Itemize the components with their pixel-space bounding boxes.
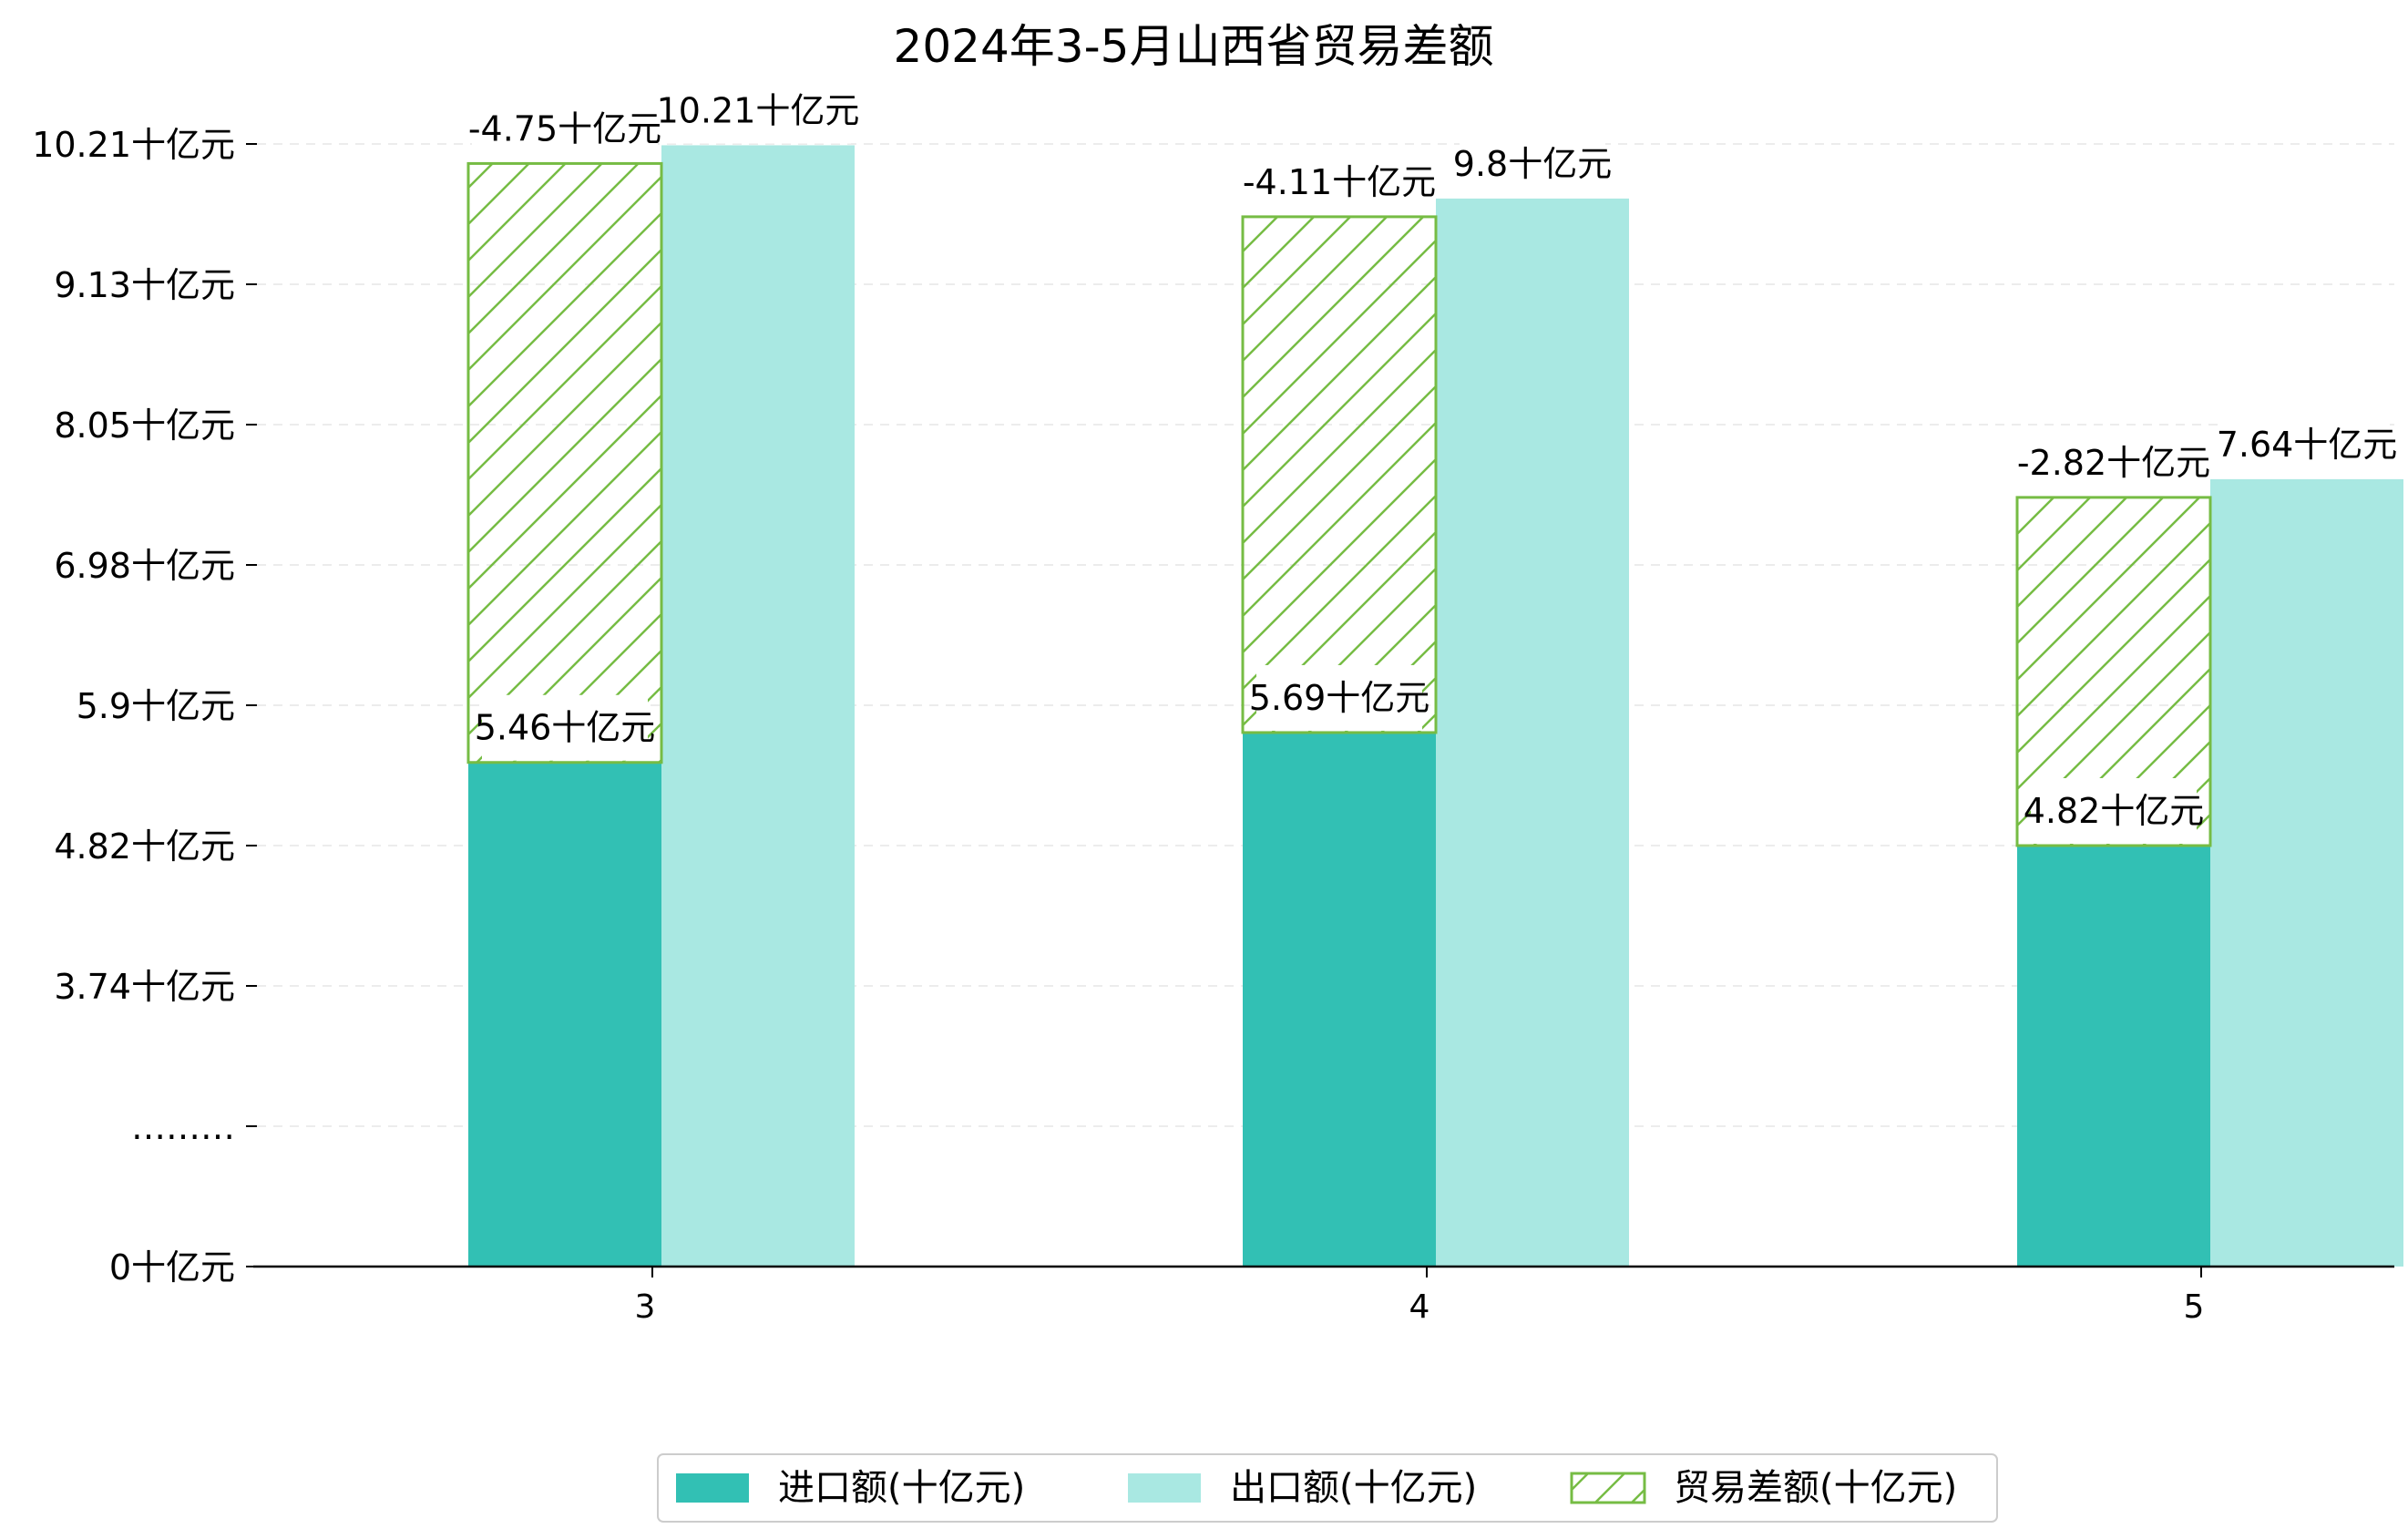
legend-label: 进口额(十亿元) — [778, 1467, 1025, 1509]
data-label-export-box — [2224, 411, 2390, 477]
legend-swatch — [1128, 1473, 1201, 1503]
data-label-import-box — [1256, 664, 1422, 731]
legend-item-trade-balance[interactable]: 贸易差额(十亿元) — [1570, 1467, 1957, 1509]
bars — [466, 145, 2403, 1267]
legend-swatch — [676, 1473, 749, 1503]
legend-label: 贸易差额(十亿元) — [1674, 1467, 1957, 1509]
data-label-export: 9.8十亿元 — [1453, 144, 1612, 184]
data-label-trade-balance: -4.11十亿元 — [1243, 162, 1436, 202]
data-label-export: 10.21十亿元 — [657, 90, 860, 130]
bar-export — [2210, 478, 2403, 1267]
data-label-export-box — [1460, 130, 1605, 197]
data-label-import-box — [2031, 778, 2197, 844]
legend-swatch — [1570, 1472, 1646, 1504]
data-label-import: 4.82十亿元 — [2024, 791, 2205, 831]
data-label-export-box — [665, 77, 851, 144]
data-label-trade-balance-box — [1246, 149, 1432, 215]
bar-import — [468, 762, 661, 1267]
data-labels: 10.21十亿元-4.75十亿元 5.46十亿元 9.8十亿元 -4.11十亿元 5.6… — [468, 77, 2397, 844]
bar-trade-balance — [1241, 215, 1438, 734]
data-label-trade-balance: -2.82十亿元 — [2017, 443, 2210, 483]
y-tick-label: 3.74十亿元 — [54, 967, 235, 1007]
x-tick-label: 3 — [635, 1288, 656, 1326]
chart-title: 2024年3-5月山西省贸易差额 — [894, 20, 1494, 73]
data-label-trade-balance: -4.75十亿元 — [468, 108, 661, 149]
data-label-trade-balance-box — [472, 96, 658, 162]
data-label-import: 5.46十亿元 — [475, 708, 656, 748]
x-axis: 3 4 5 — [253, 1265, 2394, 1326]
legend-box — [657, 1453, 1998, 1523]
legend-label: 出口额(十亿元) — [1230, 1467, 1477, 1509]
bar-import — [2017, 846, 2210, 1267]
y-tick-label: 10.21十亿元 — [32, 125, 235, 165]
y-tick-label: 5.9十亿元 — [77, 686, 235, 726]
bar-import — [1243, 732, 1436, 1267]
y-axis: 0十亿元 ……… 3.74十亿元 4.82十亿元 5.9十亿元 6.98十亿元 8.05十亿… — [32, 125, 257, 1288]
legend-item-export[interactable]: 出口额(十亿元) — [1128, 1467, 1477, 1509]
bar-export — [1436, 198, 1629, 1267]
x-tick-label: 4 — [1409, 1288, 1430, 1326]
y-tick-label: 0十亿元 — [109, 1247, 235, 1288]
legend[interactable]: 进口额(十亿元) 出口额(十亿元) 贸易差额(十亿元) — [657, 1453, 1998, 1523]
y-tick-label: ……… — [131, 1107, 235, 1147]
y-tick-label: 8.05十亿元 — [54, 405, 235, 446]
y-tick-label: 6.98十亿元 — [54, 546, 235, 586]
data-label-trade-balance-box — [2021, 429, 2207, 496]
y-tick-label: 4.82十亿元 — [54, 826, 235, 867]
data-label-import: 5.69十亿元 — [1249, 678, 1430, 718]
x-tick-label: 5 — [2184, 1288, 2205, 1326]
legend-item-import[interactable]: 进口额(十亿元) — [676, 1467, 1025, 1509]
bar-trade-balance — [466, 161, 663, 764]
data-label-import-box — [482, 694, 648, 761]
bar-export — [661, 145, 855, 1267]
data-label-export: 7.64十亿元 — [2217, 425, 2398, 465]
y-tick-label: 9.13十亿元 — [54, 265, 235, 305]
